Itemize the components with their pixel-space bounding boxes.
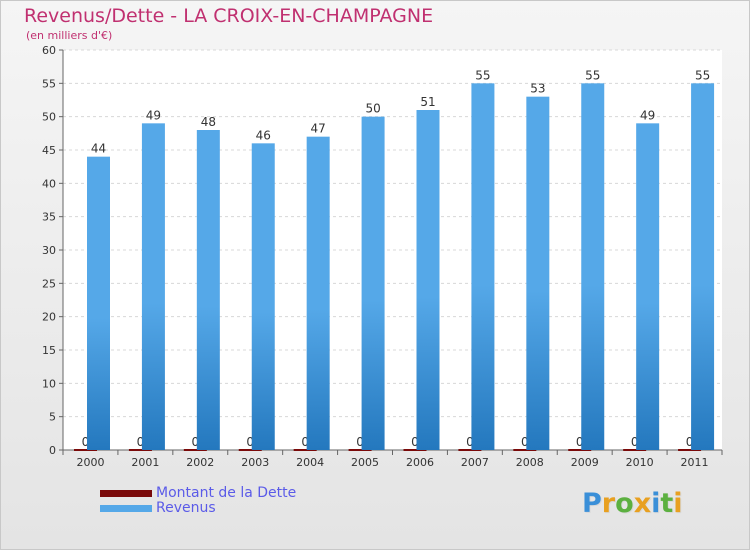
bar-revenus [471, 83, 495, 450]
legend-swatch-dette [100, 490, 152, 497]
bar-dette [74, 449, 97, 451]
bar-dette [678, 449, 702, 451]
y-tick-label: 35 [42, 211, 56, 224]
bar-dette [348, 449, 372, 451]
bar-revenus [691, 83, 715, 450]
legend-swatch-revenus [100, 505, 152, 512]
bar-dette [293, 449, 317, 451]
data-label-dette: 0 [411, 435, 419, 449]
y-tick-label: 10 [42, 377, 56, 390]
x-tick-label: 2003 [241, 456, 269, 469]
bar-dette [403, 449, 427, 451]
bar-dette [623, 449, 647, 451]
logo-letter: i [673, 488, 683, 519]
bar-revenus [361, 116, 385, 451]
data-label-dette: 0 [82, 435, 90, 449]
data-label-revenus: 44 [91, 142, 106, 156]
bar-dette [183, 449, 207, 451]
bar-revenus [306, 136, 330, 450]
y-tick-label: 30 [42, 244, 56, 257]
data-label-dette: 0 [137, 435, 145, 449]
data-label-dette: 0 [301, 435, 309, 449]
x-tick-label: 2006 [406, 456, 434, 469]
bar-dette [513, 449, 537, 451]
x-tick-label: 2010 [626, 456, 654, 469]
data-label-dette: 0 [466, 435, 474, 449]
data-label-revenus: 50 [365, 102, 380, 116]
data-label-dette: 0 [631, 435, 639, 449]
logo-letter: x [633, 488, 652, 519]
x-tick-label: 2011 [681, 456, 709, 469]
y-tick-label: 25 [42, 277, 56, 290]
data-label-dette: 0 [246, 435, 254, 449]
bar-dette [128, 449, 152, 451]
bar-revenus [636, 123, 660, 450]
data-label-revenus: 53 [530, 82, 545, 96]
data-label-revenus: 55 [585, 68, 600, 82]
legend-label-revenus: Revenus [156, 500, 216, 516]
logo-letter: t [660, 488, 674, 519]
y-tick-label: 60 [42, 44, 56, 57]
data-label-revenus: 55 [475, 68, 490, 82]
bar-dette [458, 449, 482, 451]
bar-revenus [526, 96, 550, 451]
data-label-revenus: 47 [311, 122, 326, 136]
x-tick-label: 2004 [296, 456, 324, 469]
bar-revenus [251, 143, 275, 451]
data-label-dette: 0 [686, 435, 694, 449]
data-label-revenus: 49 [146, 108, 161, 122]
x-tick-label: 2007 [461, 456, 489, 469]
data-label-revenus: 49 [640, 108, 655, 122]
x-tick-label: 2008 [516, 456, 544, 469]
logo-letter: i [651, 488, 661, 519]
data-label-dette: 0 [192, 435, 200, 449]
bar-dette [238, 449, 262, 451]
y-tick-label: 45 [42, 144, 56, 157]
x-tick-label: 2005 [351, 456, 379, 469]
x-tick-label: 2001 [131, 456, 159, 469]
y-tick-label: 20 [42, 311, 56, 324]
logo-letter: P [582, 488, 602, 519]
data-label-dette: 0 [521, 435, 529, 449]
bar-revenus [416, 110, 440, 450]
bar-revenus [141, 123, 165, 450]
y-tick-label: 0 [49, 444, 56, 457]
data-label-revenus: 46 [256, 128, 271, 142]
x-tick-label: 2009 [571, 456, 599, 469]
bar-revenus [196, 130, 220, 450]
y-tick-label: 15 [42, 344, 56, 357]
bar-revenus [581, 83, 605, 450]
data-label-revenus: 51 [420, 95, 435, 109]
legend-label-dette: Montant de la Dette [156, 485, 297, 501]
x-tick-label: 2000 [76, 456, 104, 469]
logo-letter: r [601, 488, 616, 519]
y-tick-label: 40 [42, 177, 56, 190]
x-tick-label: 2002 [186, 456, 214, 469]
chart-title: Revenus/Dette - LA CROIX-EN-CHAMPAGNE [24, 5, 434, 27]
data-label-dette: 0 [356, 435, 364, 449]
bar-revenus [87, 156, 110, 450]
data-label-dette: 0 [576, 435, 584, 449]
y-tick-label: 50 [42, 111, 56, 124]
data-label-revenus: 55 [695, 68, 710, 82]
data-label-revenus: 48 [201, 115, 216, 129]
y-tick-label: 55 [42, 77, 56, 90]
bar-dette [568, 449, 592, 451]
proxiti-logo: Proxiti [582, 488, 683, 519]
chart-subtitle: (en milliers d'€) [26, 29, 113, 42]
y-tick-label: 5 [49, 411, 56, 424]
logo-letter: o [615, 488, 634, 519]
